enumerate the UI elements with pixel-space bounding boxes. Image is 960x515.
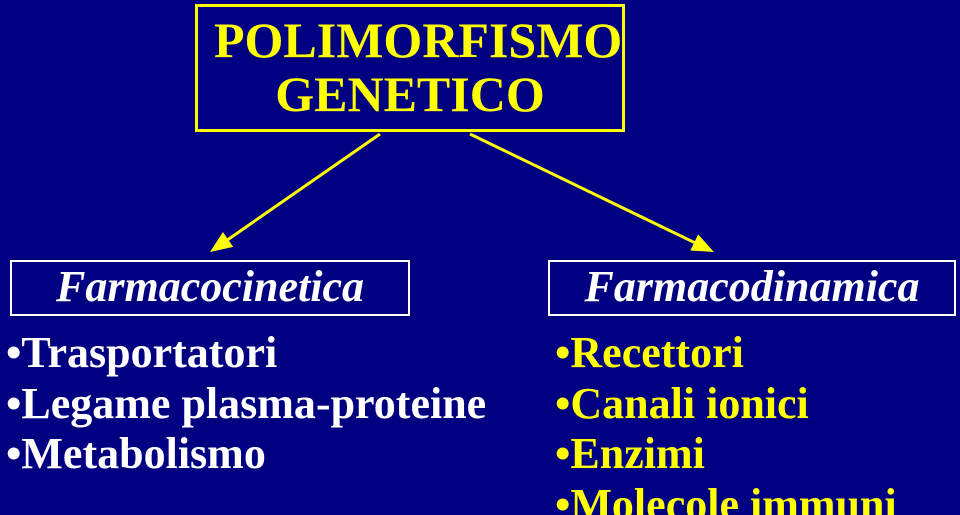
list-item: Canali ionici	[555, 379, 897, 430]
right-heading-box: Farmacodinamica	[548, 260, 956, 316]
left-list: Trasportatori Legame plasma-proteine Met…	[6, 328, 486, 480]
right-heading-text: Farmacodinamica	[585, 262, 920, 311]
list-item: Metabolismo	[6, 429, 486, 480]
list-item: Recettori	[555, 328, 897, 379]
list-item: Legame plasma-proteine	[6, 379, 486, 430]
left-heading-text: Farmacocinetica	[56, 262, 364, 311]
left-heading-box: Farmacocinetica	[10, 260, 410, 316]
right-list: Recettori Canali ionici Enzimi Molecole …	[555, 328, 897, 515]
slide: POLIMORFISMO GENETICO Farmacocinetica Tr…	[0, 0, 960, 515]
list-item: Molecole immuni	[555, 480, 897, 515]
list-item: Trasportatori	[6, 328, 486, 379]
list-item: Enzimi	[555, 429, 897, 480]
